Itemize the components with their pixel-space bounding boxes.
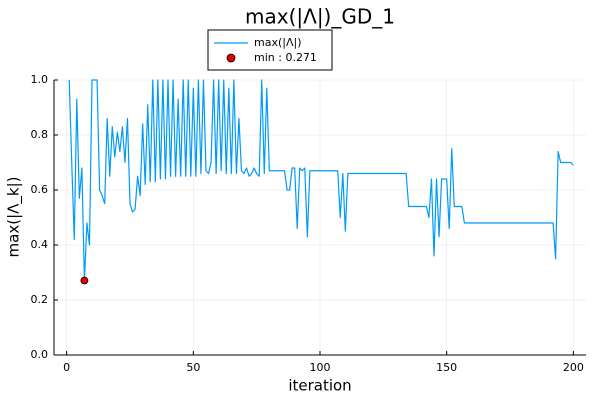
legend: max(|Λ|) min : 0.271 — [207, 29, 333, 71]
x-tick-label: 200 — [563, 361, 584, 374]
legend-label: max(|Λ|) — [254, 36, 302, 49]
y-tick-label: 0.4 — [31, 238, 49, 251]
data-point — [80, 276, 89, 285]
x-tick-label: 150 — [436, 361, 457, 374]
grid — [54, 79, 586, 356]
legend-label: min : 0.271 — [254, 51, 317, 64]
plot-area — [68, 79, 574, 282]
y-tick-label: 0.0 — [31, 348, 49, 361]
y-tick-label: 1.0 — [31, 73, 49, 86]
axes: 0 50 100 150 200 0.0 0.2 0.4 0.6 0.8 1.0 — [31, 73, 586, 374]
x-axis-label: iteration — [288, 377, 351, 395]
chart-title: max(|Λ|)_GD_1 — [245, 5, 395, 29]
x-tick-label: 0 — [63, 361, 70, 374]
y-axis-label: max(|Λ_k|) — [5, 177, 24, 258]
legend-swatch — [226, 53, 236, 63]
y-tick-label: 0.8 — [31, 128, 49, 141]
legend-box — [207, 29, 333, 71]
y-tick-label: 0.6 — [31, 183, 49, 196]
x-tick-label: 50 — [186, 361, 200, 374]
y-tick-label: 0.2 — [31, 293, 49, 306]
data-line — [68, 79, 574, 282]
x-tick-label: 100 — [310, 361, 331, 374]
